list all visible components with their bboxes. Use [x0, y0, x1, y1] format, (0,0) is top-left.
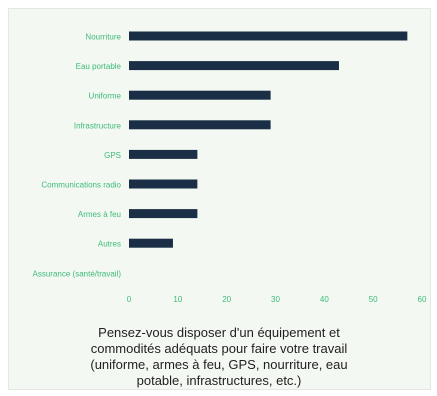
category-label: Communications radio	[41, 181, 121, 190]
x-tick-label: 20	[222, 295, 231, 304]
category-label: Assurance (santé/travail)	[33, 269, 122, 278]
x-tick-label: 0	[127, 295, 132, 304]
x-tick-label: 30	[271, 295, 280, 304]
category-label: Eau portable	[76, 62, 122, 71]
chart-title: Pensez-vous disposer d'un équipement et …	[69, 325, 369, 389]
bar	[129, 238, 173, 248]
chart-title-line: Pensez-vous disposer d'un équipement et	[98, 325, 340, 340]
chart-card: Nourriture Eau portable Uniforme Infrastruc…	[8, 8, 431, 390]
category-label: Nourriture	[85, 33, 121, 42]
x-tick-label: 50	[369, 295, 378, 304]
chart-title-line: potable, infrastructures, etc.)	[136, 373, 302, 388]
chart-title-line: commodités adéquats pour faire votre tra…	[90, 341, 348, 356]
bar	[129, 209, 198, 219]
bar	[129, 31, 408, 41]
category-label: GPS	[104, 151, 121, 160]
bar	[129, 179, 198, 189]
bar	[129, 120, 271, 130]
bar-chart: Nourriture Eau portable Uniforme Infrastruc…	[33, 31, 427, 304]
x-tick-label: 40	[320, 295, 329, 304]
chart-title-line: (uniforme, armes à feu, GPS, nourriture,…	[90, 357, 348, 372]
x-tick-label: 10	[173, 295, 182, 304]
bar	[129, 61, 339, 71]
category-label: Armes à feu	[78, 210, 121, 219]
x-tick-label: 60	[418, 295, 427, 304]
category-label: Autres	[98, 240, 121, 249]
category-label: Uniforme	[89, 92, 122, 101]
category-label: Infrastructure	[74, 121, 122, 130]
bar	[129, 90, 271, 100]
bar	[129, 149, 198, 159]
